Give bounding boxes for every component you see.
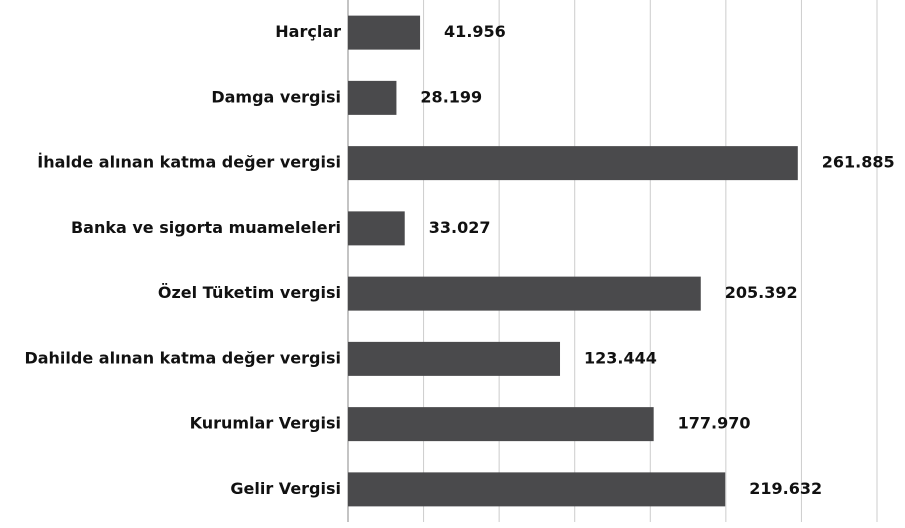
value-label: 205.392: [725, 283, 798, 302]
value-label: 41.956: [444, 22, 506, 41]
category-label: İhalde alınan katma değer vergisi: [37, 153, 341, 172]
value-label: 123.444: [584, 348, 657, 367]
category-label: Kurumlar Vergisi: [190, 414, 341, 433]
value-label: 177.970: [678, 414, 751, 433]
category-label: Damga vergisi: [211, 87, 341, 106]
value-label: 261.885: [822, 153, 895, 172]
category-label: Banka ve sigorta muameleleri: [71, 218, 341, 237]
bar: [348, 15, 421, 50]
bar: [348, 276, 701, 311]
value-label: 28.199: [420, 87, 482, 106]
bar: [348, 146, 798, 181]
bar: [348, 472, 726, 507]
bar: [348, 341, 561, 376]
value-label: 219.632: [749, 479, 822, 498]
category-label: Harçlar: [275, 22, 341, 41]
bar: [348, 407, 654, 442]
category-label: Gelir Vergisi: [230, 479, 341, 498]
category-label: Özel Tüketim vergisi: [158, 283, 341, 302]
bar: [348, 211, 405, 246]
value-label: 33.027: [429, 218, 491, 237]
bar: [348, 80, 397, 115]
category-label: Dahilde alınan katma değer vergisi: [24, 348, 341, 367]
